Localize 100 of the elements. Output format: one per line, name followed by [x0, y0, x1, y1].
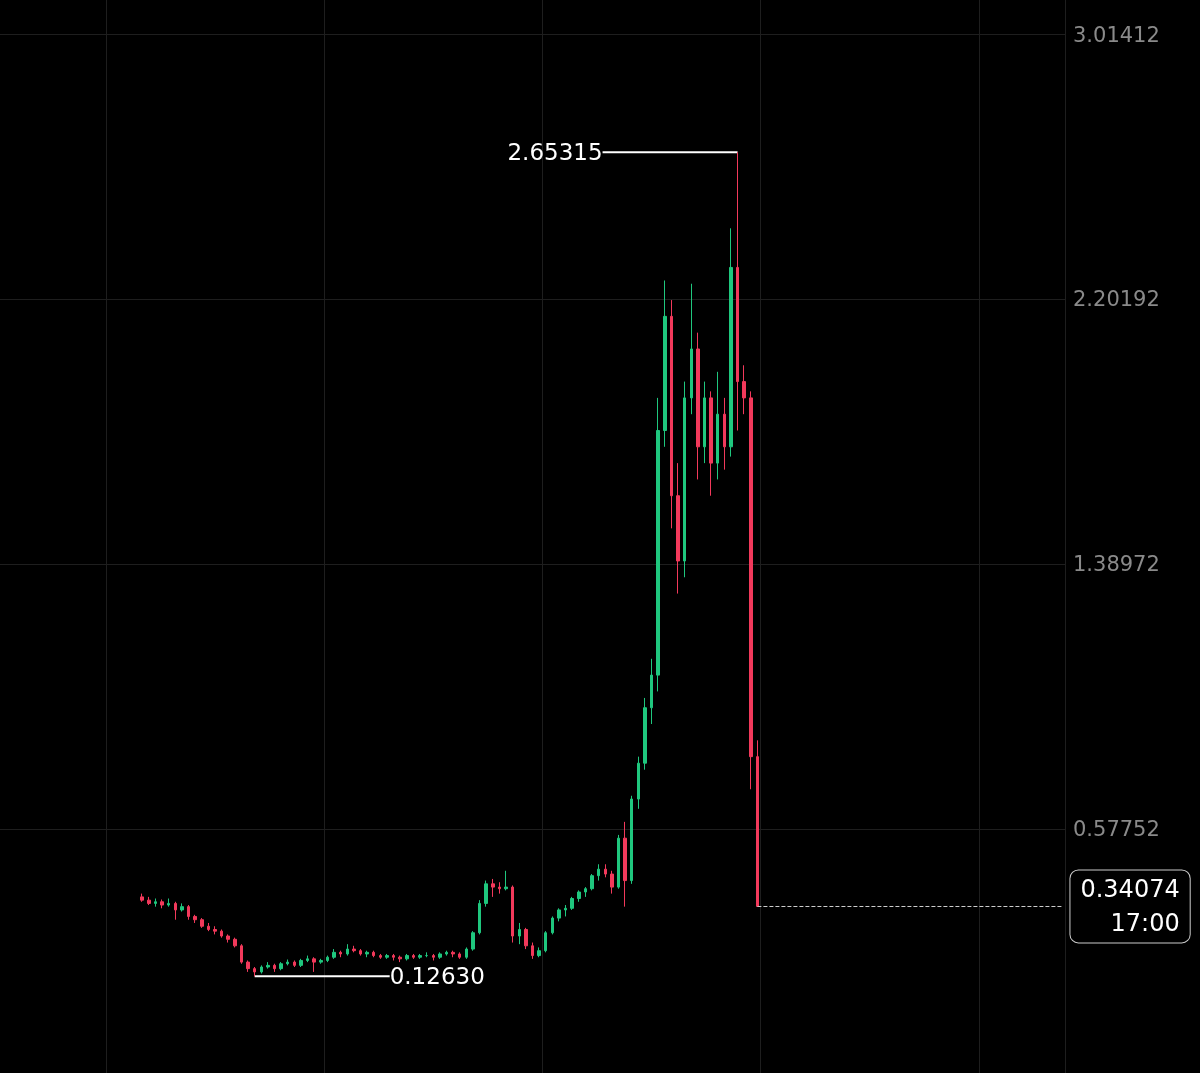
y-tick-label: 3.01412 — [1073, 22, 1160, 47]
candlestick — [676, 462, 680, 595]
candlestick — [630, 795, 633, 885]
candlestick — [696, 332, 700, 480]
candlestick — [723, 397, 726, 471]
candlestick — [749, 390, 753, 790]
candlestick — [193, 914, 197, 924]
candlestick — [577, 889, 581, 903]
candlestick — [709, 390, 713, 497]
candlestick — [207, 922, 210, 932]
candlestick — [220, 929, 223, 939]
candlestick — [544, 930, 547, 953]
candlestick — [385, 953, 389, 960]
candlestick — [273, 963, 276, 973]
candlestick — [491, 878, 495, 898]
candlestick — [650, 658, 653, 725]
candlestick — [623, 821, 627, 908]
candlestick — [187, 904, 190, 921]
ref-line-label: 0.34074 17:00 — [1080, 875, 1180, 938]
candlestick — [643, 697, 647, 771]
candlestick — [140, 893, 144, 903]
candlestick — [279, 961, 283, 971]
candlestick — [597, 863, 600, 882]
candlestick — [478, 899, 481, 935]
candlestick — [372, 950, 375, 958]
candlestick — [286, 959, 289, 966]
candlestick — [312, 956, 316, 973]
candlestick — [306, 955, 309, 963]
candlestick — [504, 870, 508, 891]
candlestick — [557, 907, 561, 922]
candlestick — [617, 834, 620, 890]
candlestick — [293, 959, 296, 968]
candlestick — [412, 953, 415, 960]
candlestick — [147, 896, 151, 906]
candlestick — [518, 922, 521, 945]
candlestick — [359, 948, 362, 957]
candlestick — [524, 927, 528, 950]
candlestick — [570, 896, 574, 911]
y-tick-label: 2.20192 — [1073, 287, 1160, 312]
candlestick — [352, 945, 356, 953]
candlestick — [432, 953, 435, 961]
candlestick — [511, 884, 514, 944]
candlestick — [716, 371, 719, 480]
candlestick — [438, 951, 442, 960]
candlestick — [604, 863, 607, 878]
candlestick — [174, 901, 177, 921]
y-tick-label: 1.38972 — [1073, 552, 1160, 577]
candlestick — [484, 880, 488, 908]
candlestick — [564, 904, 567, 917]
candlestick — [154, 898, 157, 908]
candlestick — [756, 739, 759, 907]
candlestick — [332, 948, 336, 960]
candlestick — [690, 283, 693, 415]
candlestick — [637, 756, 640, 810]
candlestick — [266, 961, 270, 970]
candlestick — [160, 898, 164, 909]
candlestick — [246, 959, 250, 973]
candlestick — [729, 227, 733, 458]
candlestick — [392, 953, 395, 961]
candlestick — [418, 953, 422, 960]
candlestick — [346, 943, 349, 957]
candlestick — [253, 966, 256, 977]
y-tick-label: 0.57752 — [1073, 817, 1160, 842]
candlestick — [405, 953, 409, 961]
candlestick — [531, 942, 534, 960]
candlestick — [656, 397, 660, 692]
candlestick — [663, 279, 667, 448]
candlestick — [213, 925, 217, 935]
candlestick — [326, 955, 329, 963]
candlestick — [451, 950, 455, 958]
candlestick — [458, 951, 461, 960]
candlestick — [260, 964, 263, 975]
annotation: 0.12630 — [389, 963, 485, 990]
candlestick — [551, 915, 554, 935]
candlestick — [200, 917, 204, 929]
candlestick — [365, 950, 369, 958]
candlestick — [736, 151, 739, 431]
candlestick — [703, 381, 706, 464]
annotation: 2.65315 — [507, 139, 603, 166]
candlestick — [498, 881, 501, 895]
candlestick — [180, 902, 184, 913]
candlestick — [465, 946, 468, 960]
candlestick — [610, 870, 614, 895]
candlestick — [240, 943, 243, 965]
candlestick — [584, 886, 587, 898]
candlestick — [226, 933, 230, 944]
candlestick — [167, 898, 170, 908]
candlestick — [339, 950, 342, 958]
candlestick — [683, 381, 686, 578]
candlestick — [379, 953, 382, 960]
candlestick — [670, 299, 673, 529]
candlestick — [299, 958, 303, 968]
candlestick — [471, 930, 475, 952]
candlestick — [398, 955, 402, 963]
candlestick — [590, 873, 594, 891]
candlestick — [537, 946, 541, 958]
candlestick — [319, 958, 323, 965]
candlestick — [445, 950, 448, 957]
candlestick — [742, 364, 746, 415]
candlestick — [233, 937, 237, 948]
